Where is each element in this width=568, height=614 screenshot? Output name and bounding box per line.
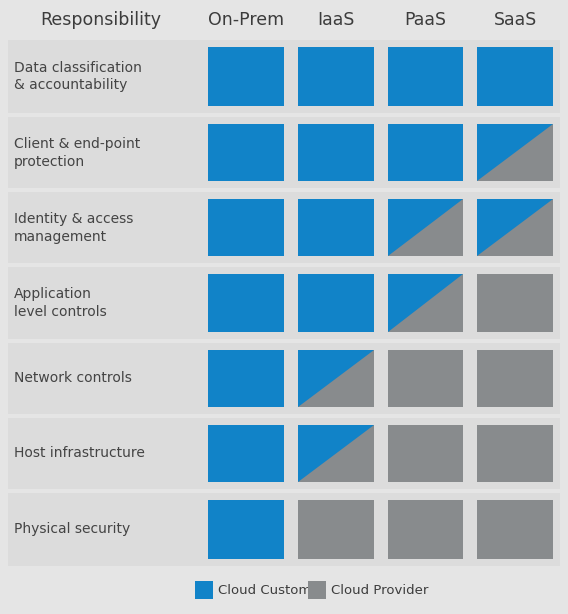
Bar	[477, 200, 553, 257]
Text: Client & end-point
protection: Client & end-point protection	[14, 137, 140, 169]
Text: Cloud Provider: Cloud Provider	[331, 583, 428, 596]
Text: IaaS: IaaS	[317, 11, 354, 29]
Text: SaaS: SaaS	[494, 11, 537, 29]
Bar	[477, 274, 553, 332]
Polygon shape	[477, 200, 553, 257]
Bar	[387, 349, 463, 406]
Text: Physical security: Physical security	[14, 523, 130, 537]
Bar	[387, 425, 463, 482]
Bar	[8, 40, 560, 113]
Bar	[387, 500, 463, 559]
Bar	[387, 47, 463, 106]
Text: Identity & access
management: Identity & access management	[14, 212, 133, 244]
Bar	[298, 274, 374, 332]
Bar	[298, 349, 374, 406]
Text: PaaS: PaaS	[404, 11, 446, 29]
Bar	[298, 124, 374, 181]
Bar	[298, 425, 374, 482]
Bar	[8, 268, 560, 338]
Bar	[477, 500, 553, 559]
Bar	[208, 47, 284, 106]
Text: Cloud Customer: Cloud Customer	[218, 583, 325, 596]
Bar	[195, 581, 213, 599]
Polygon shape	[298, 425, 374, 482]
Polygon shape	[298, 349, 374, 406]
Bar	[477, 425, 553, 482]
Bar	[387, 124, 463, 181]
Bar	[8, 343, 560, 414]
Bar	[298, 200, 374, 257]
Text: On-Prem: On-Prem	[208, 11, 284, 29]
Bar	[8, 418, 560, 489]
Bar	[308, 581, 326, 599]
Bar	[387, 200, 463, 257]
Text: Data classification
& accountability: Data classification & accountability	[14, 61, 142, 93]
Bar	[477, 47, 553, 106]
Bar	[298, 500, 374, 559]
Bar	[8, 192, 560, 263]
Bar	[208, 200, 284, 257]
Bar	[387, 274, 463, 332]
Bar	[477, 124, 553, 181]
Polygon shape	[477, 124, 553, 181]
Bar	[477, 349, 553, 406]
Bar	[208, 349, 284, 406]
Text: Responsibility: Responsibility	[40, 11, 161, 29]
Bar	[8, 117, 560, 188]
Bar	[208, 500, 284, 559]
Text: Application
level controls: Application level controls	[14, 287, 107, 319]
Polygon shape	[387, 200, 463, 257]
Bar	[208, 274, 284, 332]
Polygon shape	[387, 274, 463, 332]
Bar	[298, 47, 374, 106]
Bar	[208, 425, 284, 482]
Bar	[8, 493, 560, 566]
Bar	[208, 124, 284, 181]
Text: Host infrastructure: Host infrastructure	[14, 446, 145, 460]
Text: Network controls: Network controls	[14, 371, 132, 385]
